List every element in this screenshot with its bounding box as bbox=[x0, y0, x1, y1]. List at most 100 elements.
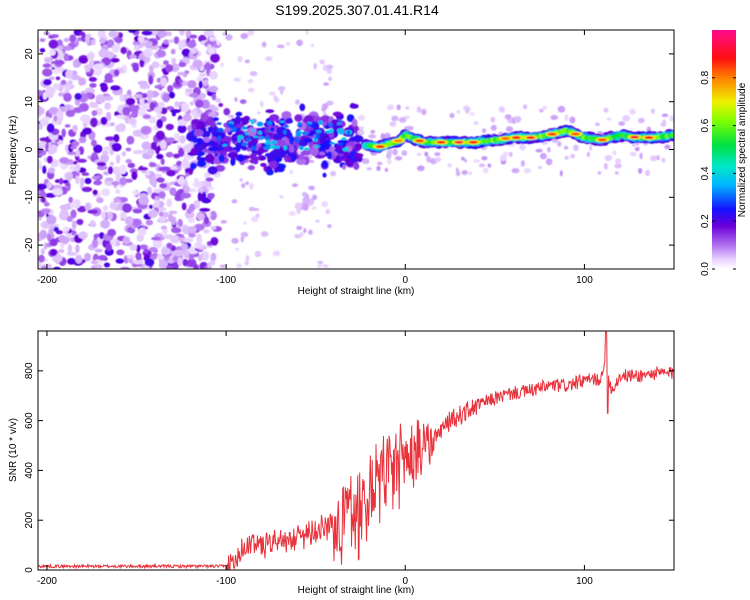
spectrogram-cell bbox=[230, 157, 236, 166]
spectrogram-cell bbox=[535, 148, 543, 153]
spectrogram-cell bbox=[279, 195, 284, 199]
spectrogram-cell bbox=[254, 250, 262, 258]
spectrogram-cell bbox=[361, 158, 370, 165]
spectrogram-cell bbox=[394, 156, 403, 161]
spectrogram-cell bbox=[66, 216, 74, 222]
spectrogram-cell bbox=[93, 63, 105, 70]
spectrogram-cell bbox=[347, 130, 350, 136]
spectrogram-cell bbox=[603, 107, 609, 113]
spectrogram-cell bbox=[188, 232, 196, 238]
spectrogram-cell bbox=[156, 50, 166, 58]
spectrogram-cell bbox=[104, 102, 112, 110]
spectrogram-cell bbox=[320, 115, 331, 123]
spectrogram-cell bbox=[250, 156, 261, 161]
spectrogram-cell bbox=[342, 147, 349, 152]
spectrogram-cell bbox=[139, 58, 145, 68]
spectrogram-cell bbox=[46, 123, 55, 133]
spectrogram-cell bbox=[490, 124, 497, 131]
spectrogram-cell bbox=[315, 219, 320, 223]
spectrogram-cell bbox=[236, 154, 245, 162]
spectrogram-cell bbox=[39, 38, 46, 42]
spectrogram-cell bbox=[319, 151, 326, 156]
spectrogram-cell bbox=[289, 170, 294, 174]
spectrogram-cell bbox=[79, 177, 85, 186]
spectrogram-cell bbox=[328, 122, 333, 127]
spectrogram-cell bbox=[538, 166, 543, 169]
spectrogram-cell bbox=[177, 178, 185, 185]
spectrogram-cell bbox=[72, 124, 78, 133]
spectrogram-cell bbox=[272, 250, 281, 257]
spectrogram-cell bbox=[265, 56, 273, 61]
spectrogram-cell bbox=[321, 201, 329, 208]
spectrogram-cell bbox=[241, 142, 249, 147]
spectrogram-cell bbox=[95, 94, 106, 104]
spectrogram-cell bbox=[147, 186, 153, 195]
spectrogram-cell bbox=[314, 144, 318, 149]
spectrogram-cell bbox=[125, 147, 132, 152]
spectrogram-cell bbox=[216, 122, 222, 125]
spectrogram-cell bbox=[43, 242, 48, 250]
spectrogram-cell bbox=[612, 150, 617, 155]
spectrogram-cell bbox=[171, 227, 182, 234]
spectrogram-cell bbox=[505, 126, 514, 132]
spectrogram-cell bbox=[110, 85, 121, 91]
spectrogram-cell bbox=[56, 45, 64, 50]
spectrogram-cell bbox=[38, 160, 42, 169]
spectrogram-cell bbox=[132, 208, 143, 214]
spectrogram-cell bbox=[144, 258, 155, 267]
spectrogram-cell bbox=[192, 181, 204, 188]
spectrogram-cell bbox=[288, 211, 297, 217]
spectrogram-cell bbox=[538, 108, 544, 113]
spectrogram-cell bbox=[125, 159, 132, 164]
spectrogram-cell bbox=[227, 152, 239, 159]
spectrogram-cell bbox=[156, 112, 162, 119]
spectrogram-cell bbox=[165, 64, 174, 73]
spectrogram-cell bbox=[634, 146, 640, 152]
spectrogram-cell bbox=[119, 211, 127, 220]
spectrogram-cell bbox=[247, 87, 255, 93]
spectrogram-cell bbox=[52, 83, 61, 91]
spectrogram-cell bbox=[84, 87, 95, 95]
spectrogram-cell bbox=[45, 193, 57, 198]
spectrogram-cell bbox=[173, 153, 181, 159]
colorbar-gradient bbox=[712, 30, 736, 269]
spectrogram-cell bbox=[325, 209, 331, 215]
spectrogram-cell bbox=[354, 142, 362, 151]
spectrogram-cell bbox=[303, 115, 314, 125]
spectrogram-cell bbox=[204, 62, 211, 71]
spectrogram-cell bbox=[115, 114, 127, 119]
spectrogram-cell bbox=[103, 262, 111, 268]
spectrogram-cell bbox=[38, 183, 47, 190]
spectrogram-cell bbox=[396, 104, 401, 111]
spectrogram-cell bbox=[102, 150, 109, 157]
spectrogram-cell bbox=[70, 209, 77, 219]
spectrogram-cell bbox=[93, 180, 102, 186]
spectrogram-cell bbox=[65, 69, 73, 79]
spectrogram-cell bbox=[181, 48, 191, 57]
spectrogram-cell bbox=[247, 78, 254, 84]
spectrogram-cell bbox=[387, 104, 394, 111]
spectrogram-cell bbox=[119, 177, 127, 186]
spectrogram-cell bbox=[63, 53, 69, 62]
spectrogram-cell bbox=[207, 193, 214, 200]
spectrogram-cell bbox=[210, 252, 217, 261]
spectrogram-cell bbox=[335, 144, 343, 151]
spectrogram-cell bbox=[169, 235, 181, 244]
spectrogram-cell bbox=[128, 30, 137, 33]
spectrogram-cell bbox=[132, 149, 144, 155]
spectrogram-cell bbox=[158, 166, 169, 172]
spectrogram-cell bbox=[157, 101, 165, 109]
spectrogram-cell bbox=[384, 132, 391, 140]
spectrogram-cell bbox=[74, 163, 81, 173]
snr-axes: -200 -100 0 100 0 200 400 600 800 bbox=[24, 331, 674, 587]
spectrogram-cell bbox=[74, 93, 82, 100]
spectrogram-cell bbox=[416, 165, 425, 172]
spectrogram-cell bbox=[104, 73, 113, 82]
spectrogram-cell bbox=[101, 211, 106, 220]
snr-ytick-label: 600 bbox=[24, 412, 35, 429]
spectrogram-cell bbox=[237, 55, 243, 63]
spectrogram-cell bbox=[263, 127, 271, 135]
spectrogram-cell bbox=[456, 109, 461, 114]
spectrogram-cell bbox=[342, 164, 347, 170]
spectrogram-xtick-label: 0 bbox=[402, 275, 408, 286]
